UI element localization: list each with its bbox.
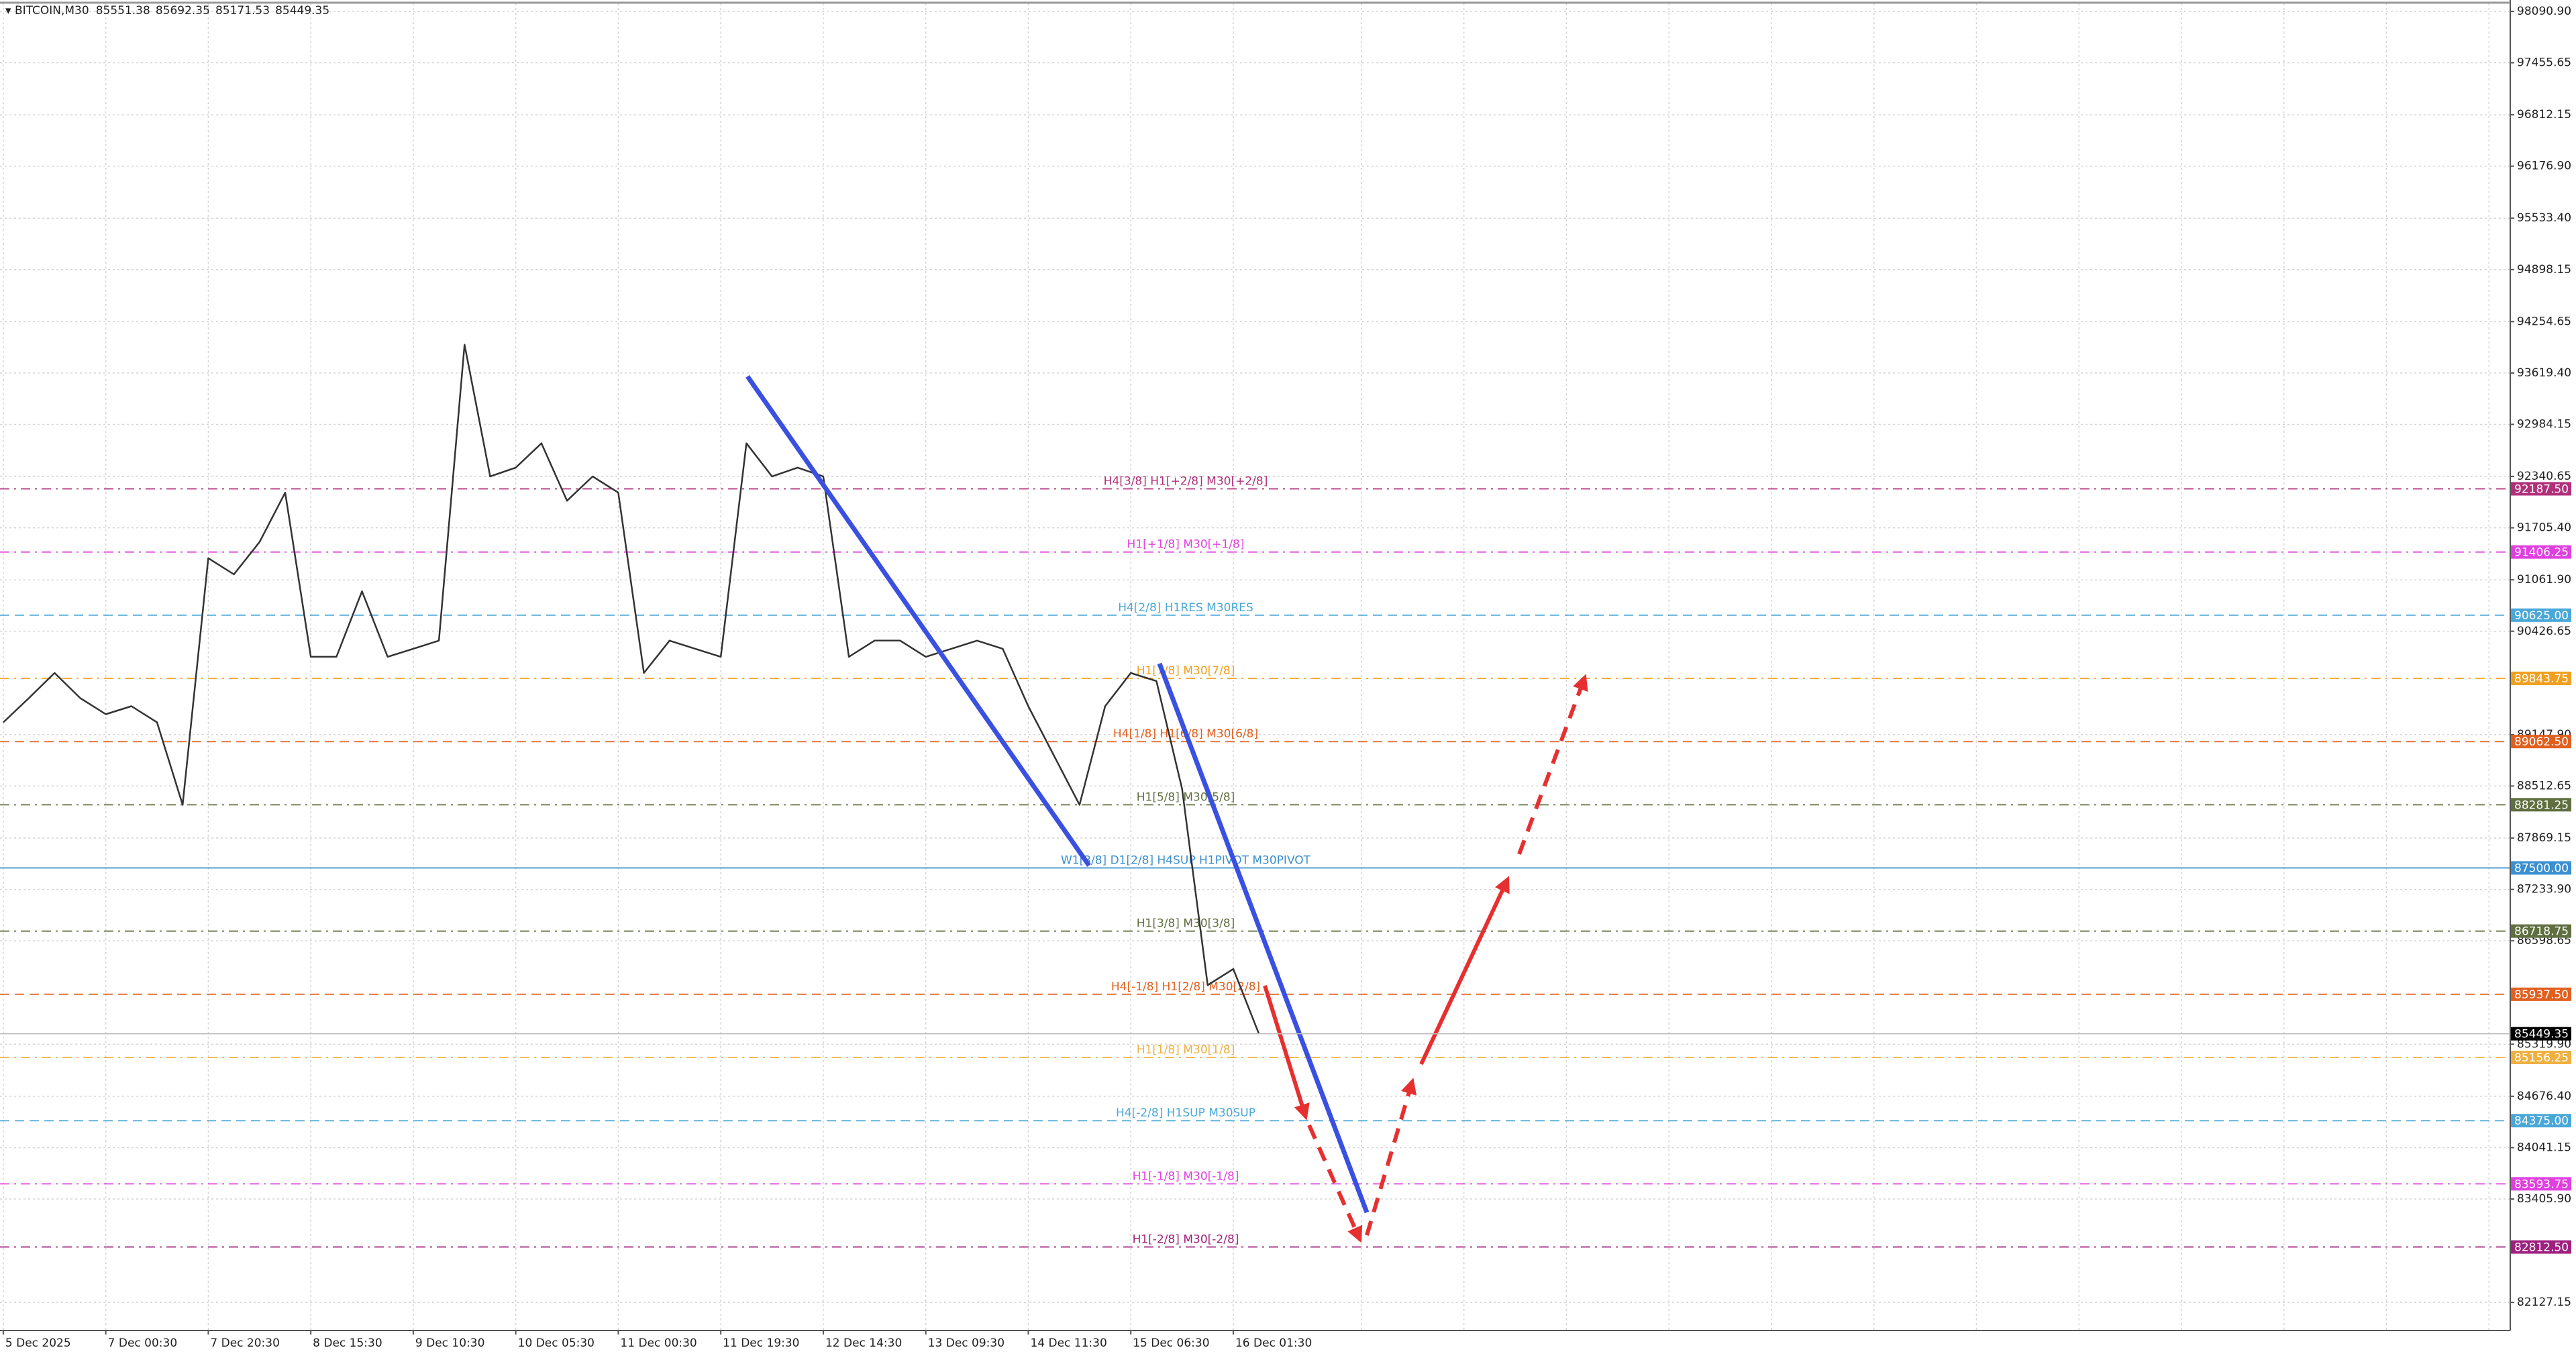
level-label: H4[-2/8] H1SUP M30SUP bbox=[1116, 1106, 1255, 1120]
collapse-icon: ▾ bbox=[5, 4, 15, 17]
y-tick-label: 91705.40 bbox=[2517, 521, 2571, 535]
y-tick-label: 94898.15 bbox=[2517, 263, 2571, 276]
x-tick-label: 7 Dec 00:30 bbox=[108, 1337, 178, 1350]
level-label: H4[-1/8] H1[2/8] M30[2/8] bbox=[1111, 980, 1260, 994]
grid bbox=[0, 3, 2510, 1331]
level-label: H1[1/8] M30[1/8] bbox=[1137, 1043, 1235, 1057]
level-price-label: 90625.00 bbox=[2514, 609, 2569, 623]
level-price-label: 91406.25 bbox=[2514, 546, 2569, 560]
level-price-label: 87500.00 bbox=[2514, 862, 2569, 876]
price-series bbox=[3, 344, 1260, 1035]
y-tick-label: 96176.90 bbox=[2517, 160, 2571, 173]
x-tick-label: 12 Dec 14:30 bbox=[825, 1337, 902, 1350]
last-price-label: 85449.35 bbox=[2514, 1028, 2569, 1041]
x-tick-label: 9 Dec 10:30 bbox=[415, 1337, 485, 1350]
x-tick-label: 11 Dec 19:30 bbox=[723, 1337, 799, 1350]
level-price-label: 85937.50 bbox=[2514, 988, 2569, 1002]
y-tick-label: 92984.15 bbox=[2517, 417, 2571, 431]
low: 85171.53 bbox=[215, 4, 270, 17]
levels: H4[3/8] H1[+2/8] M30[+2/8] H1[+1/8] M30[+… bbox=[0, 475, 2510, 1248]
forecast-arrow bbox=[1307, 1124, 1363, 1243]
y-tick-label: 92340.65 bbox=[2517, 470, 2571, 483]
y-tick-label: 90426.65 bbox=[2517, 625, 2571, 638]
high: 85692.35 bbox=[156, 4, 210, 17]
forecast-arrow bbox=[1365, 1078, 1417, 1236]
y-tick-label: 97455.65 bbox=[2517, 56, 2571, 70]
time-axis-bg bbox=[0, 1331, 2510, 1356]
level-label: H1[7/8] M30[7/8] bbox=[1137, 664, 1235, 678]
y-tick-label: 93619.40 bbox=[2517, 366, 2571, 380]
level-price-label: 88281.25 bbox=[2514, 798, 2569, 812]
x-tick-label: 15 Dec 06:30 bbox=[1133, 1337, 1209, 1350]
y-tick-label: 98090.90 bbox=[2517, 5, 2571, 18]
y-tick-label: 94254.65 bbox=[2517, 315, 2571, 328]
level-price-label: 83593.75 bbox=[2514, 1178, 2569, 1191]
level-label: H4[2/8] H1RES M30RES bbox=[1118, 601, 1253, 615]
level-price-label: 84375.00 bbox=[2514, 1114, 2569, 1128]
level-price-box bbox=[2511, 735, 2571, 749]
x-tick-label: 11 Dec 00:30 bbox=[620, 1337, 697, 1350]
level-label: H1[3/8] M30[3/8] bbox=[1137, 917, 1235, 931]
level-price-box bbox=[2511, 1240, 2571, 1254]
forecast-arrow bbox=[1517, 674, 1588, 855]
level-price-label: 89843.75 bbox=[2514, 672, 2569, 686]
y-tick-label: 84041.15 bbox=[2517, 1141, 2571, 1154]
y-tick-label: 83405.90 bbox=[2517, 1192, 2571, 1206]
y-tick-label: 82127.15 bbox=[2517, 1296, 2571, 1309]
level-price-label: 89062.50 bbox=[2514, 735, 2569, 749]
y-tick-label: 96812.15 bbox=[2517, 108, 2571, 121]
level-price-label: 82812.50 bbox=[2514, 1241, 2569, 1255]
y-tick-label: 87233.90 bbox=[2517, 883, 2571, 896]
x-tick-label: 8 Dec 15:30 bbox=[313, 1337, 382, 1350]
y-tick-label: 95533.40 bbox=[2517, 211, 2571, 225]
level-price-label: 86718.75 bbox=[2514, 925, 2569, 939]
level-price-box bbox=[2511, 987, 2571, 1001]
close: 85449.35 bbox=[275, 4, 329, 17]
x-tick-label: 10 Dec 05:30 bbox=[518, 1337, 595, 1350]
x-tick-label: 7 Dec 20:30 bbox=[210, 1337, 280, 1350]
level-price-box bbox=[2511, 1177, 2571, 1191]
level-label: H4[3/8] H1[+2/8] M30[+2/8] bbox=[1104, 475, 1268, 488]
level-price-box bbox=[2511, 608, 2571, 622]
level-price-box bbox=[2511, 672, 2571, 686]
level-price-label: 85156.25 bbox=[2514, 1051, 2569, 1065]
level-label: H1[+1/8] M30[+1/8] bbox=[1127, 538, 1244, 552]
axes: 98090.90 97455.65 96812.15 96176.90 95533.40… bbox=[0, 5, 2571, 1350]
x-tick-label: 14 Dec 11:30 bbox=[1030, 1337, 1106, 1350]
level-price-box bbox=[2511, 482, 2571, 496]
y-tick-label: 87869.15 bbox=[2517, 831, 2571, 845]
symbol: BITCOIN,M30 bbox=[15, 4, 89, 17]
level-price-box bbox=[2511, 1051, 2571, 1065]
level-label: H1[-1/8] M30[-1/8] bbox=[1133, 1169, 1239, 1183]
y-tick-label: 84676.40 bbox=[2517, 1090, 2571, 1103]
level-label: H1[5/8] M30[5/8] bbox=[1137, 790, 1235, 804]
level-price-box bbox=[2511, 798, 2571, 812]
level-label: H1[-2/8] M30[-2/8] bbox=[1133, 1233, 1239, 1247]
open: 85551.38 bbox=[96, 4, 150, 17]
level-price-box bbox=[2511, 1114, 2571, 1128]
last-price-box bbox=[2511, 1027, 2571, 1041]
forecast-arrow bbox=[1263, 985, 1310, 1120]
y-tick-label: 88512.65 bbox=[2517, 779, 2571, 792]
level-price-box bbox=[2511, 924, 2571, 938]
level-label: W1[3/8] D1[2/8] H4SUP H1PIVOT M30PIVOT bbox=[1061, 854, 1311, 868]
x-tick-label: 13 Dec 09:30 bbox=[928, 1337, 1004, 1350]
level-price-box bbox=[2511, 545, 2571, 559]
level-price-box bbox=[2511, 861, 2571, 875]
x-tick-label: 16 Dec 01:30 bbox=[1235, 1337, 1312, 1350]
header: ▾ BITCOIN,M30 85551.38 85692.35 85171.53 854… bbox=[5, 4, 329, 17]
price-line bbox=[3, 344, 1260, 1035]
y-tick-label: 91061.90 bbox=[2517, 573, 2571, 586]
x-tick-label: 5 Dec 2025 bbox=[5, 1337, 71, 1350]
trend-line bbox=[1157, 662, 1370, 1214]
level-price-label: 92187.50 bbox=[2514, 483, 2569, 497]
y-tick-label: 85319.90 bbox=[2517, 1037, 2571, 1051]
trend-line bbox=[745, 374, 1091, 868]
